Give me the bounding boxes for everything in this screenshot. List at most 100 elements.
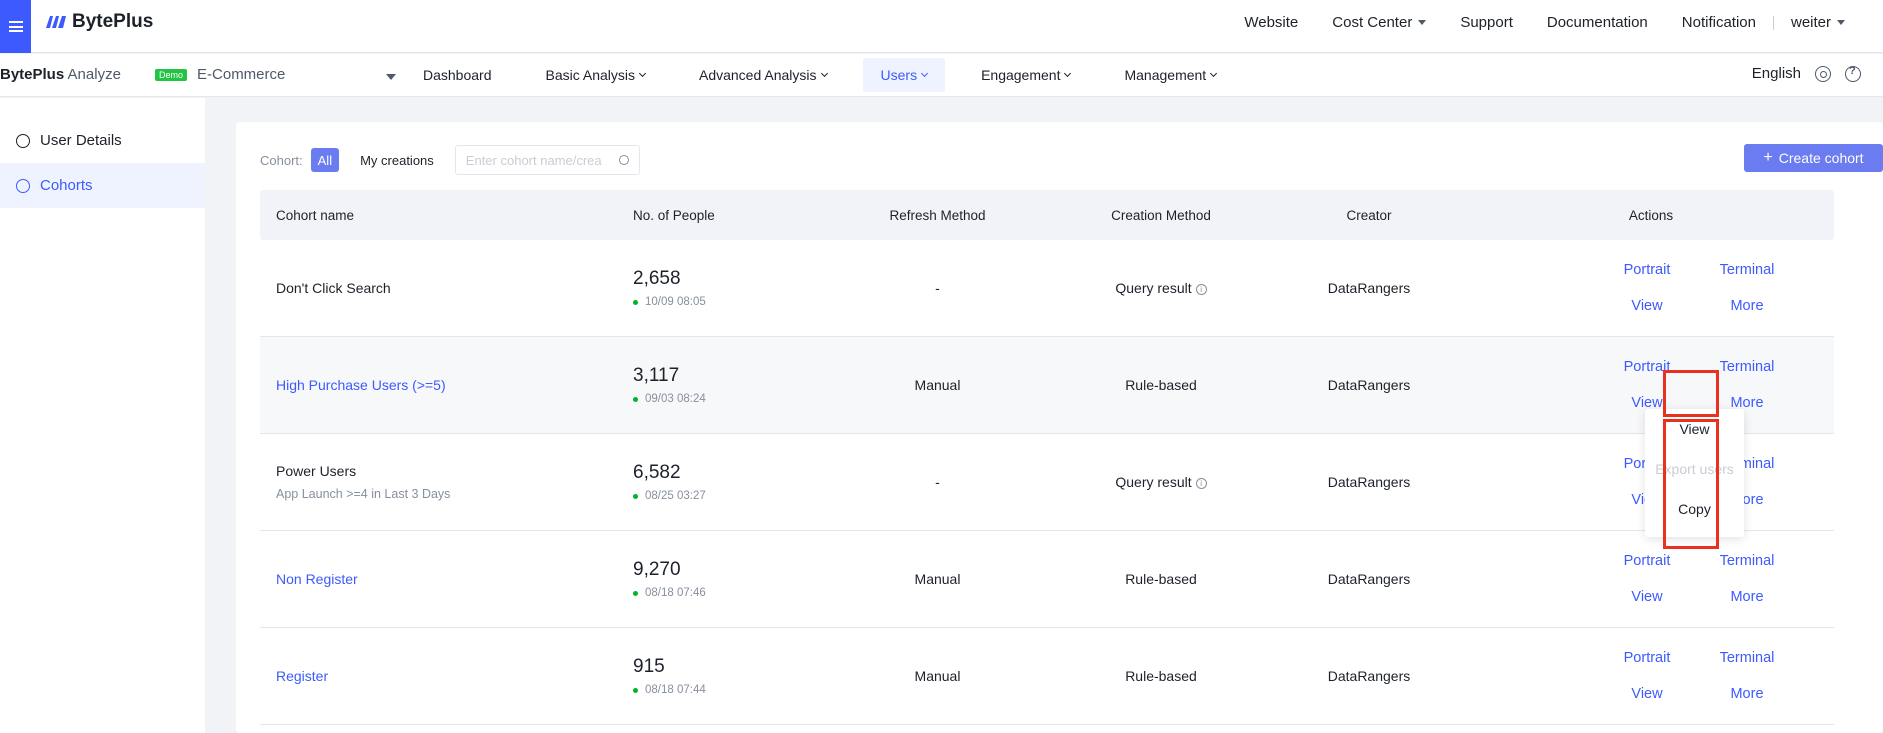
view-link[interactable]: View [1631, 298, 1663, 314]
tab-management[interactable]: Management [1106, 58, 1234, 92]
nav-cost-center[interactable]: Cost Center [1315, 14, 1443, 31]
user-menu[interactable]: weiter [1774, 14, 1883, 31]
chevron-down-icon [921, 69, 929, 78]
more-link[interactable]: More [1730, 298, 1764, 314]
people-cell: 3,117 09/03 08:24 [617, 365, 823, 405]
people-count: 9,270 [633, 559, 681, 580]
view-link[interactable]: View [1631, 589, 1663, 605]
nav-support[interactable]: Support [1443, 14, 1530, 31]
tab-engagement[interactable]: Engagement [963, 58, 1088, 92]
byteplus-logo-icon [46, 16, 66, 28]
plus-icon: + [1763, 149, 1773, 166]
people-count: 915 [633, 656, 665, 677]
cohort-description: App Launch >=4 in Last 3 Days [276, 487, 451, 501]
people-count: 6,582 [633, 462, 681, 483]
help-icon[interactable] [1845, 65, 1861, 82]
table-row: Power Users App Launch >=4 in Last 3 Day… [260, 434, 1834, 531]
project-name: E-Commerce [197, 66, 286, 83]
refresh-time-text: 08/18 07:44 [645, 684, 706, 696]
nav-notification[interactable]: Notification [1665, 14, 1773, 31]
creator: DataRangers [1327, 668, 1411, 684]
refresh-time: 09/03 08:24 [633, 393, 823, 405]
cohort-name[interactable]: Register [276, 668, 329, 684]
header-creation-method: Creation Method [1111, 207, 1211, 223]
cohort-search-input[interactable]: Enter cohort name/crea [454, 145, 640, 175]
project-selector[interactable]: Demo E-Commerce [155, 66, 285, 83]
refresh-time-text: 09/03 08:24 [645, 393, 706, 405]
tab-basic-analysis[interactable]: Basic Analysis [528, 58, 663, 92]
header-people: No. of People [633, 207, 715, 223]
tab-users[interactable]: Users [862, 58, 946, 92]
terminal-link[interactable]: Terminal [1719, 262, 1775, 278]
nav-divider [1772, 15, 1774, 30]
info-icon[interactable]: i [1195, 284, 1207, 295]
view-link[interactable]: View [1631, 395, 1663, 411]
user-name: weiter [1790, 14, 1831, 31]
people-count: 2,658 [633, 268, 681, 289]
brand-logo[interactable]: BytePlus [46, 11, 153, 33]
project-dropdown-icon[interactable] [386, 74, 396, 80]
terminal-link[interactable]: Terminal [1719, 553, 1775, 569]
portrait-link[interactable]: Portrait [1623, 650, 1671, 666]
tab-users-label: Users [880, 67, 918, 83]
sidebar-item-cohorts[interactable]: Cohorts [0, 163, 205, 208]
highlight-box-menu [1663, 419, 1719, 549]
brand-name: BytePlus [72, 11, 154, 32]
cohort-name-cell: Non Register [260, 571, 617, 587]
nav-website[interactable]: Website [1227, 14, 1315, 31]
filter-my-creations-button[interactable]: My creations [360, 152, 434, 168]
refresh-time: 10/09 08:05 [633, 296, 823, 308]
hamburger-menu-icon[interactable] [0, 0, 31, 53]
creation-method-cell: Query result i [1052, 474, 1270, 490]
people-cell: 915 08/18 07:44 [617, 656, 823, 696]
dropdown-item-view[interactable]: View [1679, 421, 1710, 437]
cohort-name[interactable]: High Purchase Users (>=5) [276, 377, 446, 393]
creator: DataRangers [1327, 474, 1411, 490]
terminal-link[interactable]: Terminal [1719, 650, 1775, 666]
more-link[interactable]: More [1730, 589, 1764, 605]
cohort-name: Power Users [276, 463, 357, 479]
header-actions: Actions [1628, 207, 1674, 223]
terminal-link[interactable]: Terminal [1719, 359, 1775, 375]
info-icon[interactable]: i [1195, 478, 1207, 489]
nav-cost-center-label: Cost Center [1332, 14, 1413, 31]
actions-cell: Portrait Terminal View More [1468, 262, 1834, 314]
refresh-time: 08/18 07:46 [633, 587, 823, 599]
nav-support-label: Support [1460, 14, 1513, 31]
table-row: Non Register 9,270 08/18 07:46 Manual Ru… [260, 531, 1834, 628]
portrait-link[interactable]: Portrait [1623, 359, 1671, 375]
sidebar-item-user-details[interactable]: User Details [0, 118, 205, 163]
dropdown-item-copy[interactable]: Copy [1678, 501, 1711, 517]
status-dot-icon [633, 687, 638, 693]
module-navigation-bar: BytePlus Analyze Demo E-Commerce Dashboa… [0, 54, 1883, 97]
gear-icon[interactable] [1815, 65, 1831, 82]
create-cohort-button[interactable]: + Create cohort [1744, 144, 1883, 172]
tab-dashboard[interactable]: Dashboard [405, 58, 510, 92]
creation-method: Query result [1115, 474, 1192, 490]
tab-advanced-analysis[interactable]: Advanced Analysis [681, 58, 845, 92]
more-link[interactable]: More [1730, 686, 1764, 702]
portrait-link[interactable]: Portrait [1623, 553, 1671, 569]
chevron-down-icon [1064, 69, 1072, 78]
filter-all-button[interactable]: All [310, 148, 340, 172]
cohort-name[interactable]: Non Register [276, 571, 358, 587]
creation-method-cell: Rule-based [1052, 571, 1270, 587]
module-tabs: Dashboard Basic Analysis Advanced Analys… [405, 58, 1252, 92]
people-count: 3,117 [633, 365, 680, 386]
actions-cell: Portrait Terminal View More [1468, 553, 1834, 605]
portrait-link[interactable]: Portrait [1623, 262, 1671, 278]
tab-dashboard-label: Dashboard [423, 67, 492, 83]
chevron-down-icon [1210, 69, 1218, 78]
more-link[interactable]: More [1730, 395, 1764, 411]
more-actions-dropdown: View Export users Copy [1645, 409, 1744, 537]
status-dot-icon [633, 493, 638, 499]
view-link[interactable]: View [1631, 686, 1663, 702]
refresh-method: Manual [914, 668, 961, 684]
chevron-down-icon [638, 69, 647, 78]
nav-documentation[interactable]: Documentation [1530, 14, 1665, 31]
language-selector[interactable]: English [1751, 65, 1801, 82]
creation-method: Rule-based [1125, 377, 1197, 393]
subbar-right-tools: English [1752, 65, 1861, 82]
table-row: Don't Click Search 2,658 10/09 08:05 - Q… [260, 240, 1834, 337]
sidebar-item-label: User Details [40, 132, 122, 149]
